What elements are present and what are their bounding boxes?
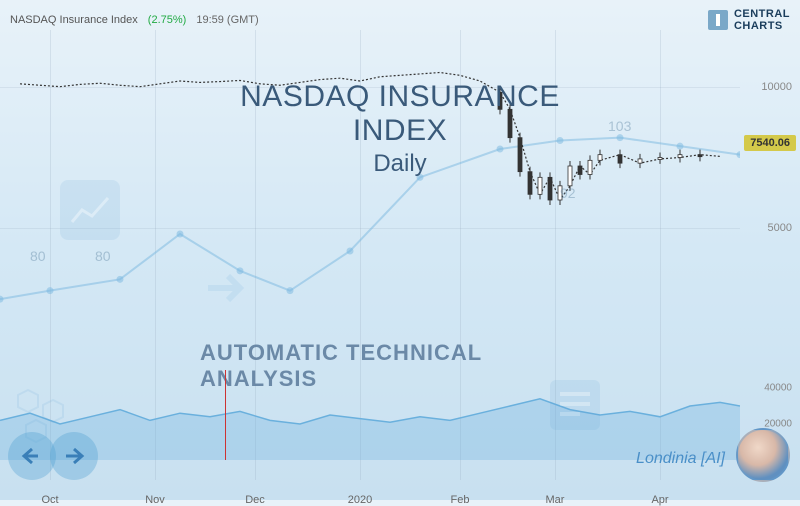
header: NASDAQ Insurance Index (2.75%) 19:59 (GM… xyxy=(10,8,790,32)
bg-arrow-icon xyxy=(200,260,255,315)
bg-chart-icon xyxy=(60,180,120,240)
title-block: NASDAQ INSURANCE INDEX Daily xyxy=(200,80,600,178)
arrow-right-icon xyxy=(62,444,86,468)
logo[interactable]: CENTRAL CHARTS xyxy=(708,8,790,32)
index-name: NASDAQ Insurance Index xyxy=(10,14,138,26)
londinia-label: Londinia [AI] xyxy=(636,450,725,468)
nav-right-icon[interactable] xyxy=(50,432,98,480)
volume-svg xyxy=(0,370,740,460)
arrow-left-icon xyxy=(20,444,44,468)
title-main: NASDAQ INSURANCE INDEX xyxy=(200,80,600,148)
logo-text: CENTRAL CHARTS xyxy=(734,8,790,32)
timestamp: 19:59 (GMT) xyxy=(196,14,258,26)
header-left: NASDAQ Insurance Index (2.75%) 19:59 (GM… xyxy=(10,14,259,26)
title-sub: Daily xyxy=(200,150,600,178)
volume-chart xyxy=(0,370,740,460)
avatar-icon[interactable] xyxy=(736,428,790,482)
pct-change: (2.75%) xyxy=(148,14,187,26)
nav-left-icon[interactable] xyxy=(8,432,56,480)
red-marker-line xyxy=(225,370,226,460)
current-price-label: 7540.06 xyxy=(744,135,796,151)
chart-icon xyxy=(708,10,728,30)
bg-doc-icon xyxy=(550,380,600,430)
